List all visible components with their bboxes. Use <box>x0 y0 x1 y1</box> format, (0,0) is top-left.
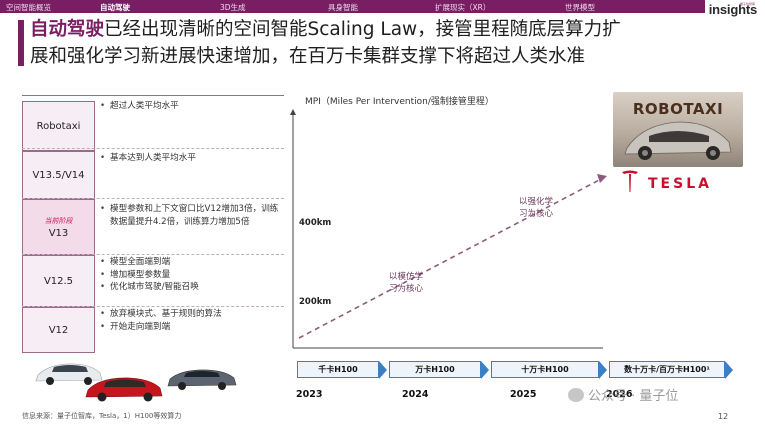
x-tick-2025: 2025 <box>510 389 537 400</box>
nav-item-world-model[interactable]: 世界模型 <box>565 3 595 12</box>
y-axis-title: MPI（Miles Per Intervention/强制接管里程） <box>305 95 494 107</box>
page-title: 自动驾驶已经出现清晰的空间智能Scaling Law，接管里程随底层算力扩 展和… <box>30 16 742 70</box>
robotaxi-photo: ROBOTAXI <box>613 92 743 167</box>
robotaxi-image-text: ROBOTAXI <box>632 100 724 118</box>
stage-name: V13.5/V14 <box>32 169 85 181</box>
nav-item-autonomous-driving[interactable]: 自动驾驶 <box>100 3 130 12</box>
stage-bullet: 模型全面端到端 <box>100 256 284 269</box>
stage-label-v12: V12 <box>22 307 95 353</box>
x-tick-2024: 2024 <box>402 389 429 400</box>
y-tick-200km: 200km <box>299 297 331 307</box>
white-car-icon <box>35 363 103 385</box>
stage-bullets-v13: 模型参数和上下文窗口比V12增加3倍，训练数据量提升4.2倍，训练算力增加5倍 <box>100 203 284 228</box>
title-accent-bar <box>18 20 24 66</box>
tesla-logo: TESLA <box>622 170 712 192</box>
stage-divider <box>22 306 284 307</box>
stage-divider <box>22 198 284 199</box>
insights-logo: insights <box>708 2 757 17</box>
nav-item-3d-generation[interactable]: 3D生成 <box>220 3 246 12</box>
stage-bullets-robotaxi: 超过人类平均水平 <box>100 100 284 113</box>
stage-label-v13: 当前阶段 V13 <box>22 199 95 255</box>
wechat-icon <box>568 387 584 402</box>
stage-bullets-v12: 放弃模块式、基于规则的算法 开始走向端到端 <box>100 308 284 333</box>
title-line1: 已经出现清晰的空间智能Scaling Law，接管里程随底层算力扩 <box>104 19 621 40</box>
stage-divider <box>22 148 284 149</box>
annotation-imitation-line2: 习为核心 <box>389 283 424 294</box>
stage-bullet: 模型参数和上下文窗口比V12增加3倍，训练数据量提升4.2倍，训练算力增加5倍 <box>100 203 284 228</box>
nav-item-spatial-overview[interactable]: 空间智能概览 <box>6 3 51 12</box>
compute-arrow <box>725 361 733 379</box>
stage-bullet: 优化城市驾驶/智能召唤 <box>100 281 284 294</box>
annotation-rl-line2: 习为核心 <box>519 208 554 219</box>
watermark: 公众号 · 量子位 <box>568 385 678 404</box>
title-highlight: 自动驾驶 <box>30 19 105 40</box>
tesla-wordmark: TESLA <box>648 176 712 192</box>
stage-bullet: 基本达到人类平均水平 <box>100 152 284 165</box>
current-stage-badge: 当前阶段 <box>44 216 73 225</box>
compute-box-ten-thousand-h100: 万卡H100 <box>389 361 481 378</box>
tesla-t-icon <box>622 170 638 192</box>
stage-bullets-v12-5: 模型全面端到端 增加模型参数量 优化城市驾驶/智能召唤 <box>100 256 284 294</box>
cars-illustration <box>35 363 237 402</box>
page-number: 12 <box>718 412 729 421</box>
stage-name: V13 <box>48 227 69 239</box>
source-note: 信息来源：量子位智库，Tesla，1）H100等效算力 <box>22 412 182 420</box>
stage-label-v12-5: V12.5 <box>22 255 95 307</box>
stage-label-robotaxi: Robotaxi <box>22 101 95 151</box>
y-tick-400km: 400km <box>299 218 331 228</box>
annotation-imitation-line1: 以模仿学 <box>389 271 424 282</box>
top-nav: 空间智能概览 自动驾驶 3D生成 具身智能 扩展现实（XR） 世界模型 <box>0 0 705 13</box>
red-car-icon <box>85 377 163 402</box>
stage-name: V12.5 <box>43 275 74 287</box>
watermark-text: 公众号 · 量子位 <box>588 389 679 404</box>
stage-bullet: 放弃模块式、基于规则的算法 <box>100 308 284 321</box>
stage-bullets-v13-5: 基本达到人类平均水平 <box>100 152 284 165</box>
compute-arrow <box>599 361 607 379</box>
stage-divider <box>22 254 284 255</box>
nav-item-xr[interactable]: 扩展现实（XR） <box>435 3 491 12</box>
nav-item-embodied-ai[interactable]: 具身智能 <box>328 3 358 12</box>
compute-box-thousand-h100: 千卡H100 <box>297 361 379 378</box>
x-tick-2026: 2026 <box>606 389 633 400</box>
stage-label-v13-5: V13.5/V14 <box>22 151 95 199</box>
compute-arrow <box>481 361 489 379</box>
title-line2: 展和强化学习新进展快速增加，在百万卡集群支撑下将超过人类水准 <box>30 46 586 67</box>
stage-bullet: 开始走向端到端 <box>100 321 284 334</box>
trend-arrowhead <box>597 174 607 183</box>
dark-car-icon <box>167 369 237 390</box>
x-tick-2023: 2023 <box>296 389 323 400</box>
mpi-chart: MPI（Miles Per Intervention/强制接管里程） 400km… <box>290 95 607 349</box>
stage-name: V12 <box>48 324 69 336</box>
stage-bullet: 超过人类平均水平 <box>100 100 284 113</box>
cybercab-icon <box>624 121 732 160</box>
mpi-trend-line <box>298 177 604 339</box>
stage-bullet: 增加模型参数量 <box>100 269 284 282</box>
compute-box-million-h100: 数十万卡/百万卡H100¹ <box>609 361 725 378</box>
compute-arrow <box>379 361 387 379</box>
annotation-rl-line1: 以强化学 <box>519 196 554 207</box>
stage-name: Robotaxi <box>36 120 81 132</box>
compute-box-hundred-thousand-h100: 十万卡H100 <box>491 361 599 378</box>
logo-subtext: 量子位智库 <box>739 2 755 6</box>
stage-table: Robotaxi 超过人类平均水平 V13.5/V14 基本达到人类平均水平 当… <box>22 95 284 353</box>
